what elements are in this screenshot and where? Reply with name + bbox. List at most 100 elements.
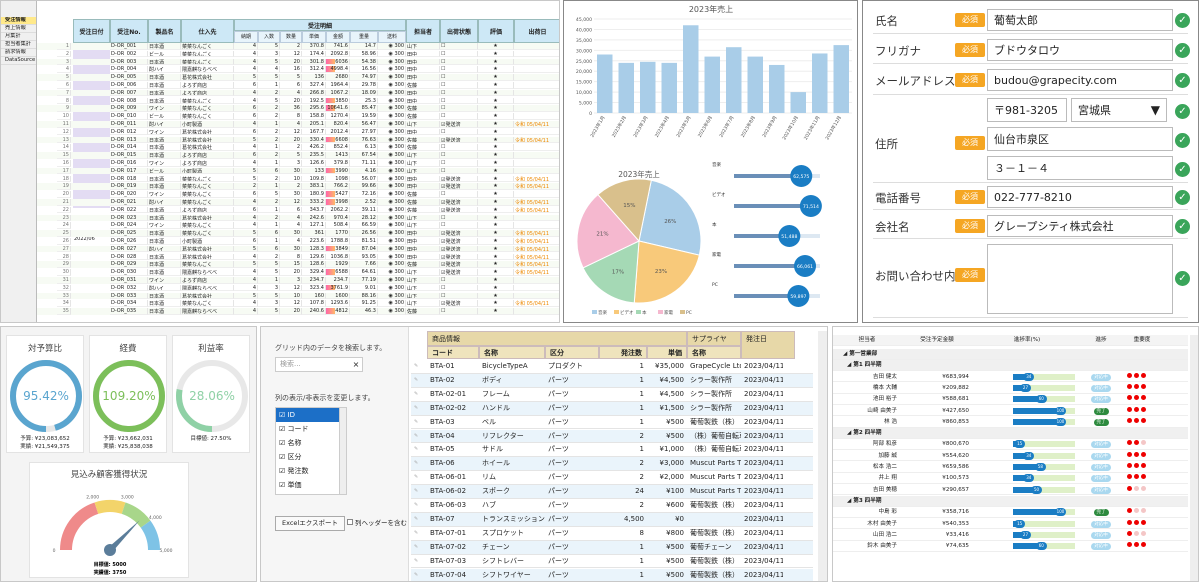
table-cell[interactable]: 87.04 [350,245,378,253]
table-cell[interactable]: 1036.8 [326,253,350,261]
table-cell[interactable]: 343.7 [302,206,326,214]
table-cell[interactable]: ◉ 300 [378,199,406,206]
column-header[interactable]: 受注日付 [73,19,110,43]
table-cell[interactable]: D-OR_017 [110,167,148,175]
table-cell[interactable]: 29.78 [350,82,378,89]
table-cell[interactable]: 山下 [406,222,440,229]
table-cell[interactable]: 508.4 [326,222,350,229]
table-cell[interactable]: ☑発送済 [440,253,478,261]
table-cell[interactable]: ベル [482,417,496,426]
table-cell[interactable]: 5 [258,292,280,300]
table-cell[interactable]: ビール [148,50,181,58]
table-cell[interactable]: 4 [234,97,258,105]
table-cell[interactable]: ☐ [440,66,478,73]
table-cell[interactable]: 2012.4 [326,128,350,136]
table-row[interactable]: 24 D-OR_024 ワイン 菜菜なんごく 4 1 4 127.1 508.4 66.59 ◉ 3… [37,222,559,229]
table-cell[interactable]: ☑発送済 [440,199,478,206]
table-cell[interactable]: 葛花株式会社 [181,214,234,222]
table-cell[interactable]: 4 [280,214,302,222]
text-field[interactable]: グレープシティ株式会社 [987,214,1173,237]
person-name[interactable]: 林 浩 [884,418,897,425]
table-cell[interactable] [514,129,559,136]
table-row[interactable]: ✎ BTA-07 トランスミッション パーツ 4,500 ¥0 2023/04/11 [411,512,813,527]
table-cell[interactable]: 小町製酒 [181,167,234,175]
table-cell[interactable] [514,215,559,222]
table-cell[interactable]: 4 [234,43,258,50]
table-cell[interactable]: ☐ [440,222,478,229]
table-cell[interactable]: 128.6 [302,261,326,268]
table-cell[interactable]: 820.4 [326,121,350,128]
table-cell[interactable]: ◉ 300 [378,89,406,97]
row-handle-icon[interactable]: ✎ [414,502,419,508]
table-cell[interactable]: 6 [234,238,258,245]
table-row[interactable]: ✎ BTA-07-02 チェーン パーツ 1 ¥500 葡萄チェーン 2023/04/11 [411,540,813,555]
table-cell[interactable]: パーツ [548,375,569,384]
table-cell[interactable]: ¥100 [666,487,684,496]
table-cell[interactable]: ☐ [440,214,478,222]
table-row[interactable]: 17 D-OR_017 ビール 小町製酒 5 6 30 133 3990 4.16 ◉ 300 山下 ☐… [37,167,559,175]
table-cell[interactable]: D-OR_022 [110,206,148,214]
table-cell[interactable]: 158.8 [302,113,326,120]
table-cell[interactable]: 田中 [406,66,440,73]
table-cell[interactable]: 2 [258,199,280,206]
table-cell[interactable]: ★ [478,238,514,245]
table-row[interactable]: 35 D-OR_035 日本酒 隈嘉麒ならべべ 4 5 20 240.6 4812 46.3 ◉ 3… [37,308,559,315]
row-handle-icon[interactable]: ✎ [414,474,419,481]
table-cell[interactable]: パーツ [548,487,569,496]
table-cell[interactable]: 2 [639,459,644,468]
table-cell[interactable]: 2 [258,253,280,261]
table-cell[interactable]: 192.5 [302,97,326,105]
row-handle-icon[interactable]: ✎ [414,515,419,522]
table-cell[interactable]: 1 [639,445,644,454]
row-handle-icon[interactable]: ✎ [414,404,419,411]
table-cell[interactable]: 6 [234,128,258,136]
table-cell[interactable]: BTA-02 [430,375,455,384]
table-cell[interactable]: ☐ [440,43,478,50]
table-row[interactable]: 26 D-OR_026 日本酒 小町製酒 6 1 4 223.6 1788.8 81.51 ◉ 30… [37,238,559,245]
table-cell[interactable]: 葛花株式会社 [181,245,234,253]
table-row[interactable]: 32 D-OR_032 酎ハイ 隈嘉麒ならべべ 4 3 12 323.4 3761.9 9.01 ◉… [37,284,559,292]
table-cell[interactable]: 67.54 [350,152,378,159]
table-cell[interactable]: 3990 [326,167,350,175]
table-cell[interactable]: ◉ 300 [378,245,406,253]
row-handle-icon[interactable]: ✎ [414,432,419,439]
text-field[interactable]: budou@grapecity.com [987,69,1173,91]
table-row[interactable]: 2 D-OR_002 ビール 菜菜なんごく 4 3 12 174.4 2092.8 58.96 ◉ … [37,50,559,58]
table-cell[interactable]: 56.47 [350,121,378,128]
table-cell[interactable]: ハンドル [482,403,510,412]
column-header[interactable]: 単価 [647,346,687,359]
table-cell[interactable]: 25.3 [350,97,378,105]
table-cell[interactable]: 菜菜なんごく [181,230,234,237]
amount-cell[interactable]: ¥100,573 [942,475,969,482]
table-cell[interactable]: 6 [234,191,258,198]
table-cell[interactable]: 8 [280,253,302,261]
table-cell[interactable]: Muscut Parts Thai [690,473,741,482]
row-handle-icon[interactable]: ✎ [414,529,419,536]
table-cell[interactable]: 30 [280,230,302,237]
text-field[interactable]: 葡萄太郎 [987,9,1173,31]
table-cell[interactable] [514,191,559,198]
table-cell[interactable]: 3 [280,160,302,167]
table-cell[interactable]: 4 [234,121,258,128]
table-cell[interactable]: 76.63 [350,136,378,144]
table-row[interactable]: 加藤 誠 ¥554,620 34 対応中 [833,451,1188,462]
table-cell[interactable]: 235.5 [302,152,326,159]
row-handle-icon[interactable]: ✎ [414,571,419,578]
table-cell[interactable]: ◉ 300 [378,97,406,105]
table-cell[interactable]: D-OR_028 [110,253,148,261]
table-cell[interactable]: ☐ [440,167,478,175]
table-cell[interactable]: ☑発送済 [440,175,478,183]
table-cell[interactable]: 20 [280,269,302,276]
table-cell[interactable]: 田中 [406,128,440,136]
table-cell[interactable]: 12 [280,300,302,307]
table-cell[interactable]: 5 [234,175,258,183]
table-cell[interactable] [514,105,559,112]
table-cell[interactable]: 葛花株式会社 [181,253,234,261]
table-cell[interactable]: 20 [280,136,302,144]
table-cell[interactable] [514,277,559,284]
table-cell[interactable]: 6 [258,245,280,253]
table-cell[interactable]: ◉ 300 [378,308,406,315]
table-cell[interactable]: 6 [234,105,258,112]
table-cell[interactable]: 日本酒 [148,144,181,151]
table-cell[interactable]: 日本酒 [148,82,181,89]
